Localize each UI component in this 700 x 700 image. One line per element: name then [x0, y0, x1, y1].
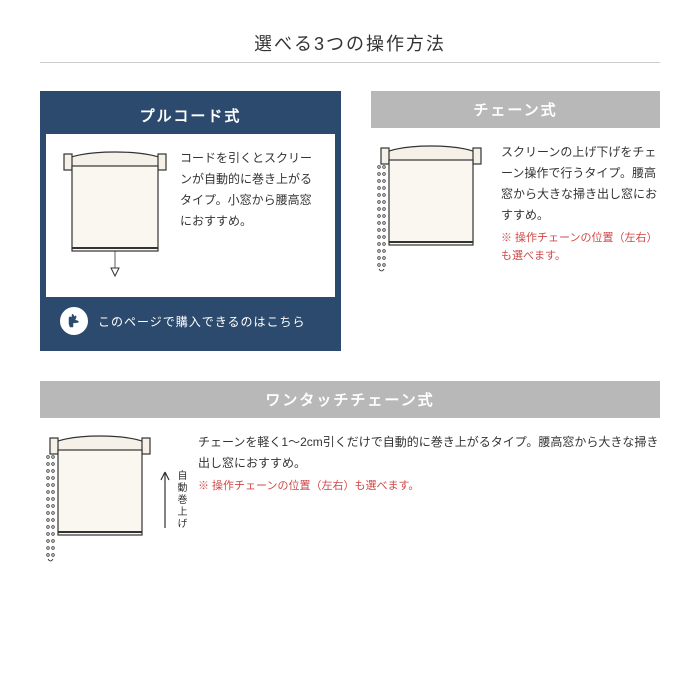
onetouch-description: チェーンを軽く1～2cm引くだけで自動的に巻き上がるタイプ。腰高窓から大きな掃き… — [198, 432, 660, 474]
pullcord-description: コードを引くとスクリーンが自動的に巻き上がるタイプ。小窓から腰高窓におすすめ。 — [180, 148, 321, 232]
pullcord-body: コードを引くとスクリーンが自動的に巻き上がるタイプ。小窓から腰高窓におすすめ。 — [46, 134, 335, 297]
pullcord-footer[interactable]: このページで購入できるのはこちら — [46, 297, 335, 345]
hand-pointer-icon — [60, 307, 88, 335]
chain-text-block: スクリーンの上げ下げをチェーン操作で行うタイプ。腰高窓から大きな掃き出し窓におす… — [501, 142, 660, 265]
onetouch-text-block: チェーンを軽く1～2cm引くだけで自動的に巻き上がるタイプ。腰高窓から大きな掃き… — [198, 432, 660, 496]
chain-note: ※ 操作チェーンの位置（左右）も選べます。 — [501, 230, 660, 265]
onetouch-illustration: 自動巻上げ — [40, 432, 188, 567]
pullcord-illustration — [60, 148, 170, 283]
title-underline — [40, 62, 660, 63]
onetouch-vertical-label: 自動巻上げ — [173, 470, 188, 530]
option-onetouch: ワンタッチチェーン式 — [40, 381, 660, 567]
chain-body: スクリーンの上げ下げをチェーン操作で行うタイプ。腰高窓から大きな掃き出し窓におす… — [371, 128, 660, 282]
pullcord-header: プルコード式 — [46, 97, 335, 134]
option-pullcord: プルコード式 コードを引くとスクリーンが自動的に巻き上がるタイプ。小窓から腰高窓… — [40, 91, 341, 351]
main-container: 選べる3つの操作方法 プルコード式 コードを引くとスクリーン — [0, 0, 700, 597]
chain-description: スクリーンの上げ下げをチェーン操作で行うタイプ。腰高窓から大きな掃き出し窓におす… — [501, 142, 660, 226]
onetouch-header: ワンタッチチェーン式 — [40, 381, 660, 418]
chain-header: チェーン式 — [371, 91, 660, 128]
pullcord-footer-text: このページで購入できるのはこちら — [98, 313, 306, 330]
option-chain: チェーン式 — [371, 91, 660, 351]
options-row-2: ワンタッチチェーン式 — [40, 381, 660, 567]
arrow-up-icon — [160, 470, 170, 530]
options-row-1: プルコード式 コードを引くとスクリーンが自動的に巻き上がるタイプ。小窓から腰高窓… — [40, 91, 660, 351]
onetouch-note: ※ 操作チェーンの位置（左右）も選べます。 — [198, 478, 660, 496]
page-title: 選べる3つの操作方法 — [40, 30, 660, 56]
onetouch-body: 自動巻上げ チェーンを軽く1～2cm引くだけで自動的に巻き上がるタイプ。腰高窓か… — [40, 418, 660, 567]
chain-illustration — [371, 142, 491, 282]
